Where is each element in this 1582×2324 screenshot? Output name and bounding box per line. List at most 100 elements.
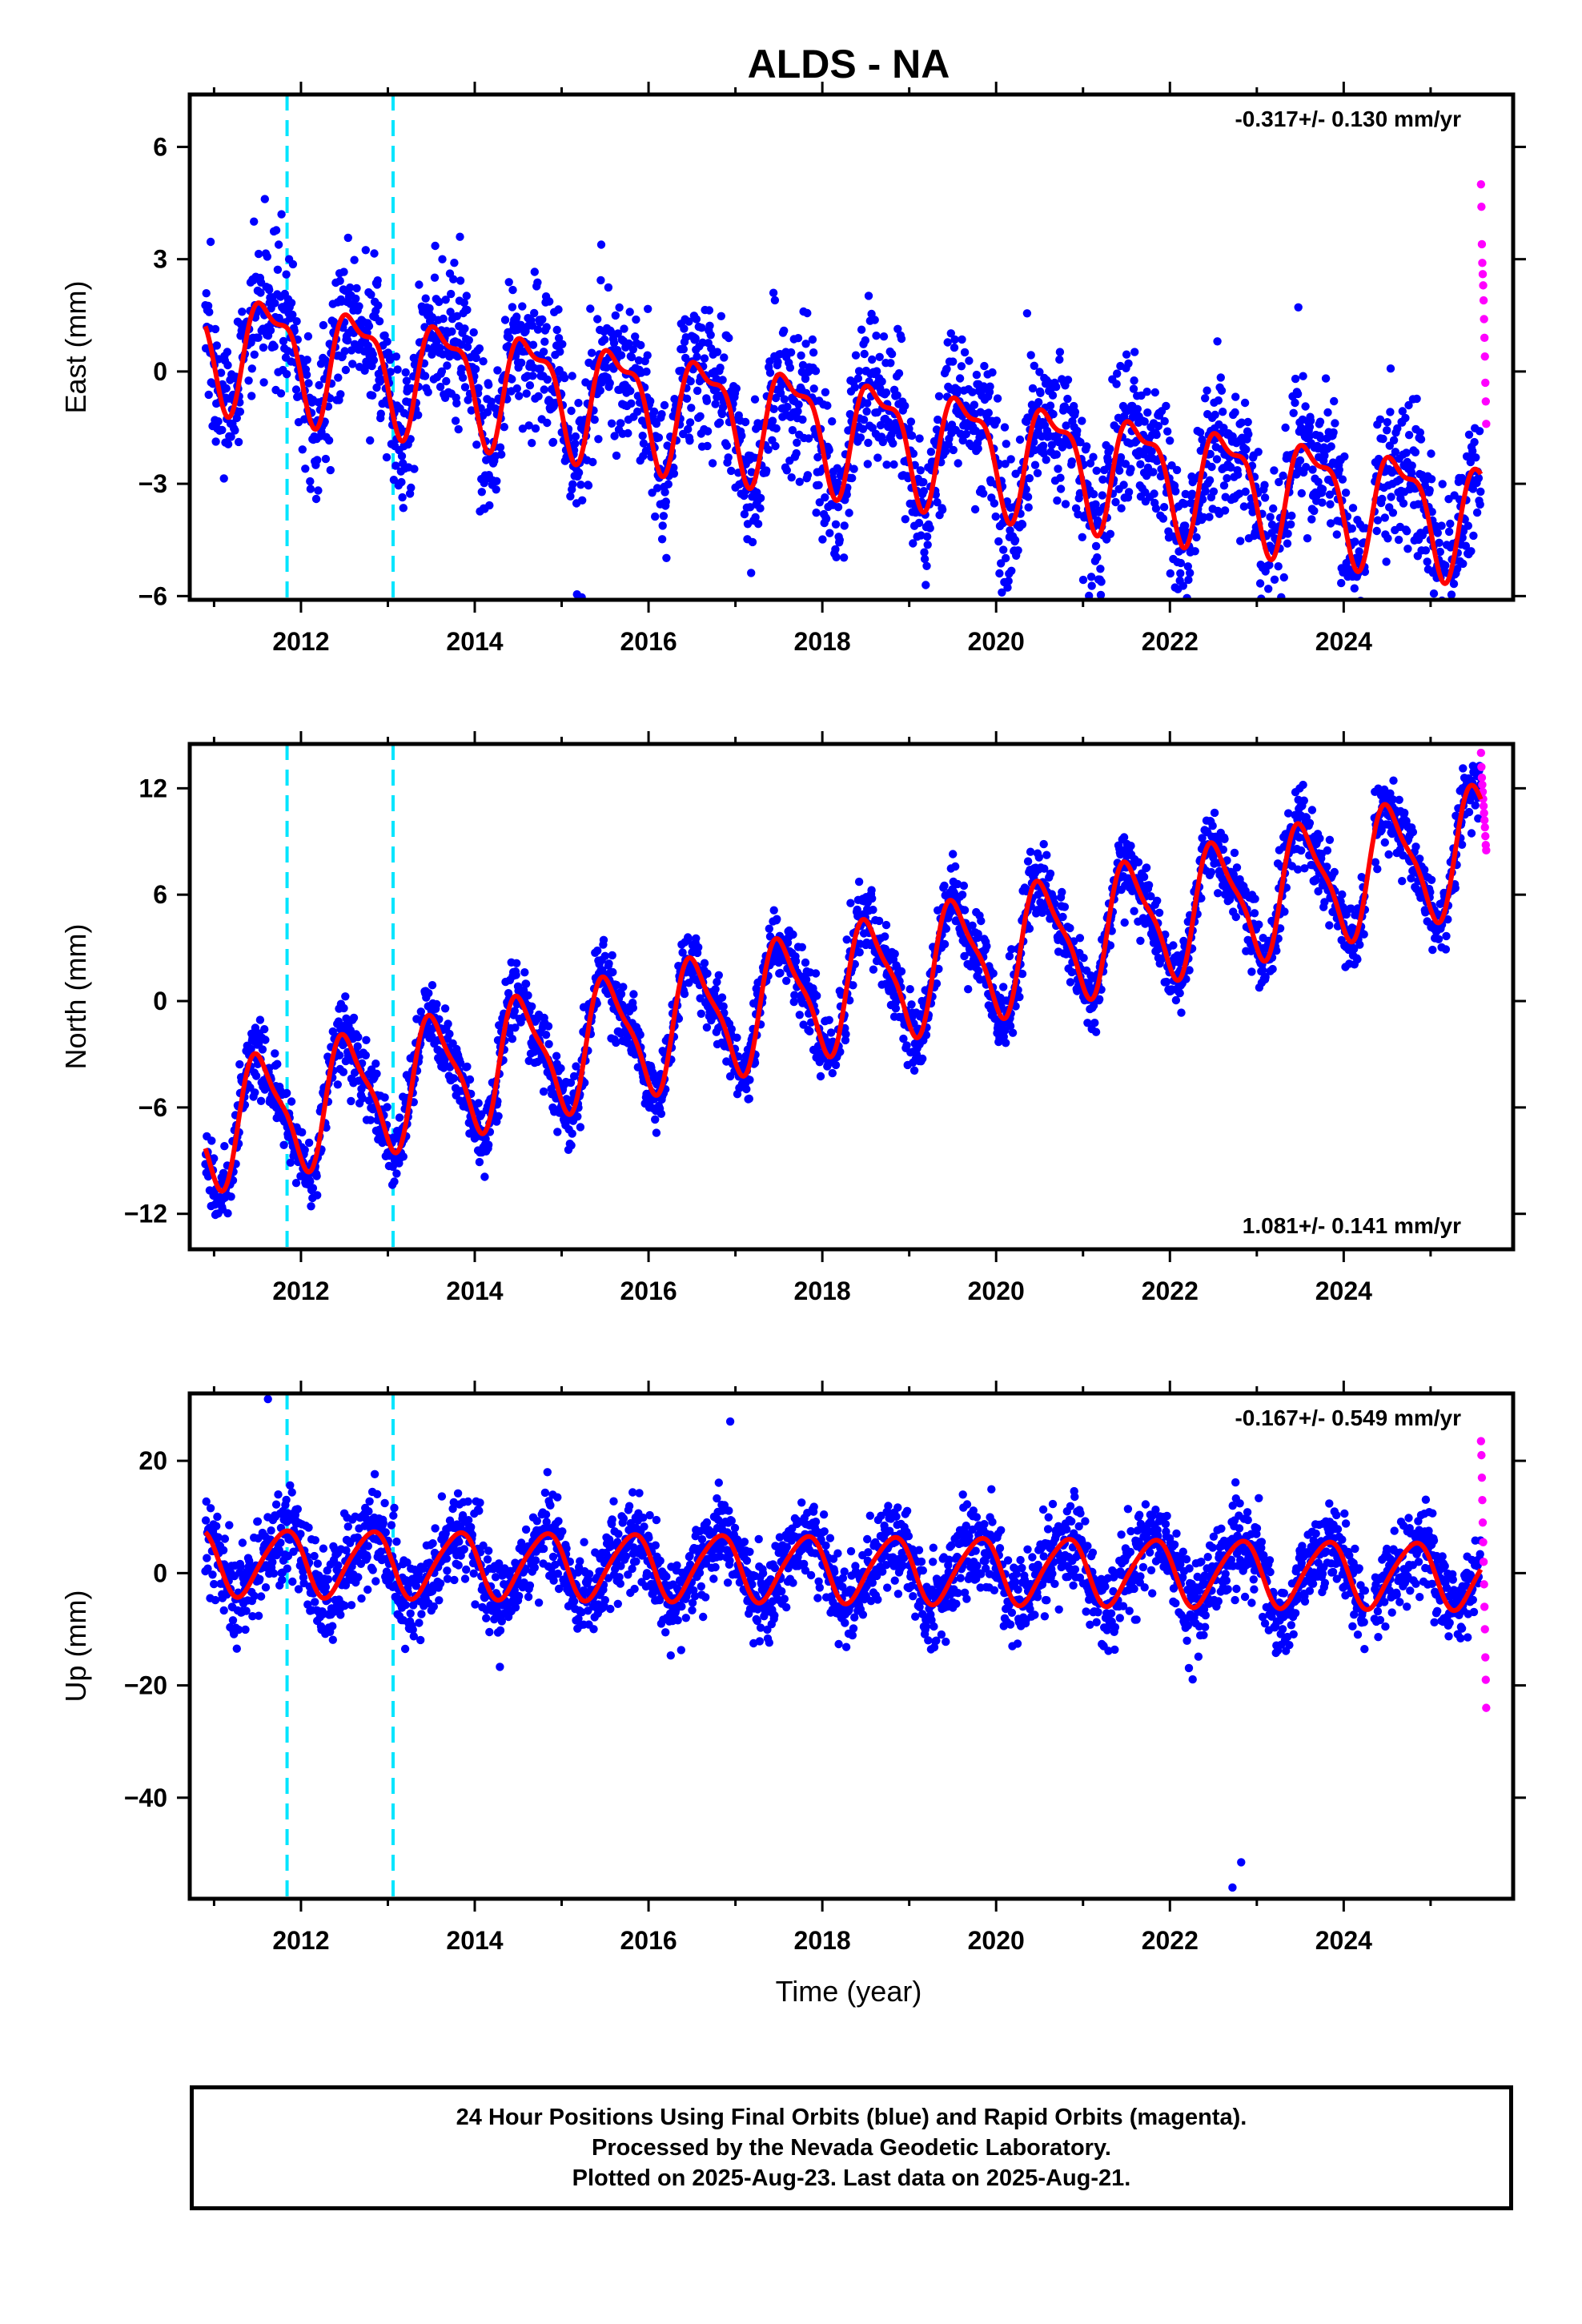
final-orbit-point <box>919 477 928 487</box>
final-orbit-point <box>541 1031 551 1039</box>
final-orbit-point <box>616 419 625 428</box>
final-orbit-point <box>1325 490 1335 499</box>
final-orbit-point <box>1060 903 1070 911</box>
final-orbit-point <box>517 358 526 368</box>
final-orbit-point <box>1297 489 1307 498</box>
final-orbit-point <box>275 313 283 323</box>
final-orbit-point <box>424 388 432 396</box>
final-orbit-point <box>977 916 986 926</box>
final-orbit-point <box>826 614 834 622</box>
final-orbit-point <box>809 348 818 357</box>
final-orbit-point <box>406 435 415 444</box>
final-orbit-point <box>1217 386 1227 395</box>
final-orbit-point <box>831 545 840 554</box>
final-orbit-point <box>919 487 929 496</box>
final-orbit-point <box>914 518 924 528</box>
final-orbit-point <box>1162 977 1171 987</box>
final-orbit-point <box>314 486 323 495</box>
final-orbit-point <box>609 339 619 348</box>
final-orbit-point <box>715 418 725 427</box>
final-orbit-point <box>1176 569 1185 578</box>
final-orbit-point <box>1116 452 1126 462</box>
final-orbit-point <box>444 1019 452 1028</box>
final-orbit-point <box>1025 924 1034 933</box>
final-orbit-point <box>1458 533 1467 542</box>
final-orbit-point <box>259 343 268 352</box>
final-orbit-point <box>803 308 812 318</box>
final-orbit-point <box>940 881 949 891</box>
final-orbit-point <box>448 327 456 336</box>
final-orbit-point <box>628 345 637 354</box>
final-orbit-point <box>1301 402 1310 411</box>
final-orbit-point <box>399 504 408 513</box>
rapid-orbit-point <box>1479 296 1488 305</box>
final-orbit-point <box>254 333 263 342</box>
final-orbit-point <box>493 366 502 375</box>
final-orbit-point <box>627 399 636 408</box>
final-orbit-point <box>298 1128 307 1137</box>
final-orbit-point <box>1258 640 1266 648</box>
final-orbit-point <box>1287 511 1296 521</box>
final-orbit-point <box>288 259 298 269</box>
final-orbit-point <box>1034 853 1044 862</box>
final-orbit-point <box>1318 485 1327 493</box>
x-tick-label: 2012 <box>272 627 329 656</box>
final-orbit-point <box>1049 410 1058 419</box>
final-orbit-point <box>1446 519 1455 529</box>
final-orbit-point <box>1066 978 1075 987</box>
final-orbit-point <box>1206 449 1215 459</box>
final-orbit-point <box>762 466 771 475</box>
final-orbit-point <box>407 483 416 493</box>
final-orbit-point <box>1150 489 1158 498</box>
final-orbit-point <box>619 983 628 991</box>
final-orbit-point <box>1251 895 1259 903</box>
final-orbit-point <box>1171 487 1180 496</box>
final-orbit-point <box>452 399 461 408</box>
final-orbit-point <box>1115 466 1124 475</box>
final-orbit-point <box>1379 434 1387 444</box>
final-orbit-point <box>349 1013 359 1023</box>
final-orbit-point <box>1004 577 1013 585</box>
final-orbit-point <box>518 424 528 433</box>
final-orbit-point <box>917 531 926 540</box>
final-orbit-point <box>1383 534 1392 543</box>
final-orbit-point <box>600 951 609 961</box>
final-orbit-point <box>1122 350 1131 359</box>
final-orbit-point <box>1255 920 1263 929</box>
final-orbit-point <box>1166 436 1174 445</box>
final-orbit-point <box>789 930 797 939</box>
final-orbit-point <box>1210 808 1219 818</box>
final-orbit-point <box>1212 455 1222 464</box>
final-orbit-point <box>500 316 510 324</box>
final-orbit-point <box>825 529 834 537</box>
final-orbit-point <box>524 991 532 1000</box>
final-orbit-point <box>1268 964 1277 974</box>
final-orbit-point <box>401 368 410 377</box>
final-orbit-point <box>568 480 577 489</box>
final-orbit-point <box>1467 547 1476 556</box>
final-orbit-point <box>625 308 634 316</box>
final-orbit-point <box>326 465 335 475</box>
final-orbit-point <box>1435 547 1445 557</box>
final-orbit-point <box>1440 623 1448 631</box>
final-orbit-point <box>1090 1019 1099 1027</box>
final-orbit-point <box>260 1025 269 1034</box>
final-orbit-point <box>1213 337 1222 346</box>
final-orbit-point <box>520 968 529 977</box>
final-orbit-point <box>889 460 898 469</box>
final-orbit-point <box>1086 628 1094 636</box>
final-orbit-point <box>415 280 424 289</box>
final-orbit-point <box>861 336 870 345</box>
final-orbit-point <box>616 351 626 360</box>
final-orbit-point <box>216 368 226 377</box>
final-orbit-point <box>1042 850 1051 859</box>
final-orbit-point <box>627 352 636 362</box>
final-orbit-point <box>1432 607 1440 615</box>
final-orbit-point <box>705 306 714 315</box>
final-orbit-point <box>1130 348 1139 356</box>
final-orbit-point <box>334 373 343 382</box>
final-orbit-point <box>449 275 458 283</box>
final-orbit-point <box>1461 541 1471 550</box>
final-orbit-point <box>266 326 275 335</box>
final-orbit-point <box>1026 351 1035 360</box>
